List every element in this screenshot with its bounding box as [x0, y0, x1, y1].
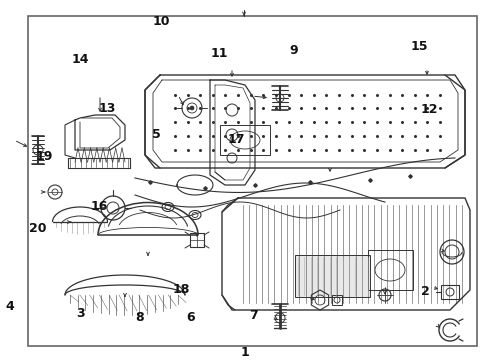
Text: 4: 4 — [5, 300, 14, 312]
Text: 3: 3 — [76, 307, 85, 320]
Text: 9: 9 — [288, 44, 297, 57]
Bar — [294, 255, 369, 297]
Text: 1: 1 — [240, 346, 248, 359]
Text: 5: 5 — [152, 129, 161, 141]
Text: 13: 13 — [99, 102, 116, 114]
Text: 14: 14 — [72, 53, 89, 66]
Bar — [190, 233, 203, 247]
Text: 20: 20 — [29, 222, 47, 235]
Text: 8: 8 — [135, 311, 143, 324]
Text: 18: 18 — [172, 283, 189, 296]
Circle shape — [190, 106, 194, 110]
Text: 15: 15 — [410, 40, 427, 53]
Bar — [440, 285, 458, 299]
Text: 7: 7 — [249, 309, 258, 322]
Text: 19: 19 — [35, 150, 53, 163]
Text: 10: 10 — [152, 15, 170, 28]
Text: 6: 6 — [186, 311, 195, 324]
Bar — [331, 295, 341, 305]
Text: 12: 12 — [420, 103, 437, 116]
Text: 2: 2 — [420, 285, 429, 298]
Text: 11: 11 — [210, 47, 227, 60]
Text: 16: 16 — [90, 201, 108, 213]
Bar — [367, 250, 412, 290]
Text: 17: 17 — [227, 133, 244, 146]
Bar — [220, 125, 269, 155]
